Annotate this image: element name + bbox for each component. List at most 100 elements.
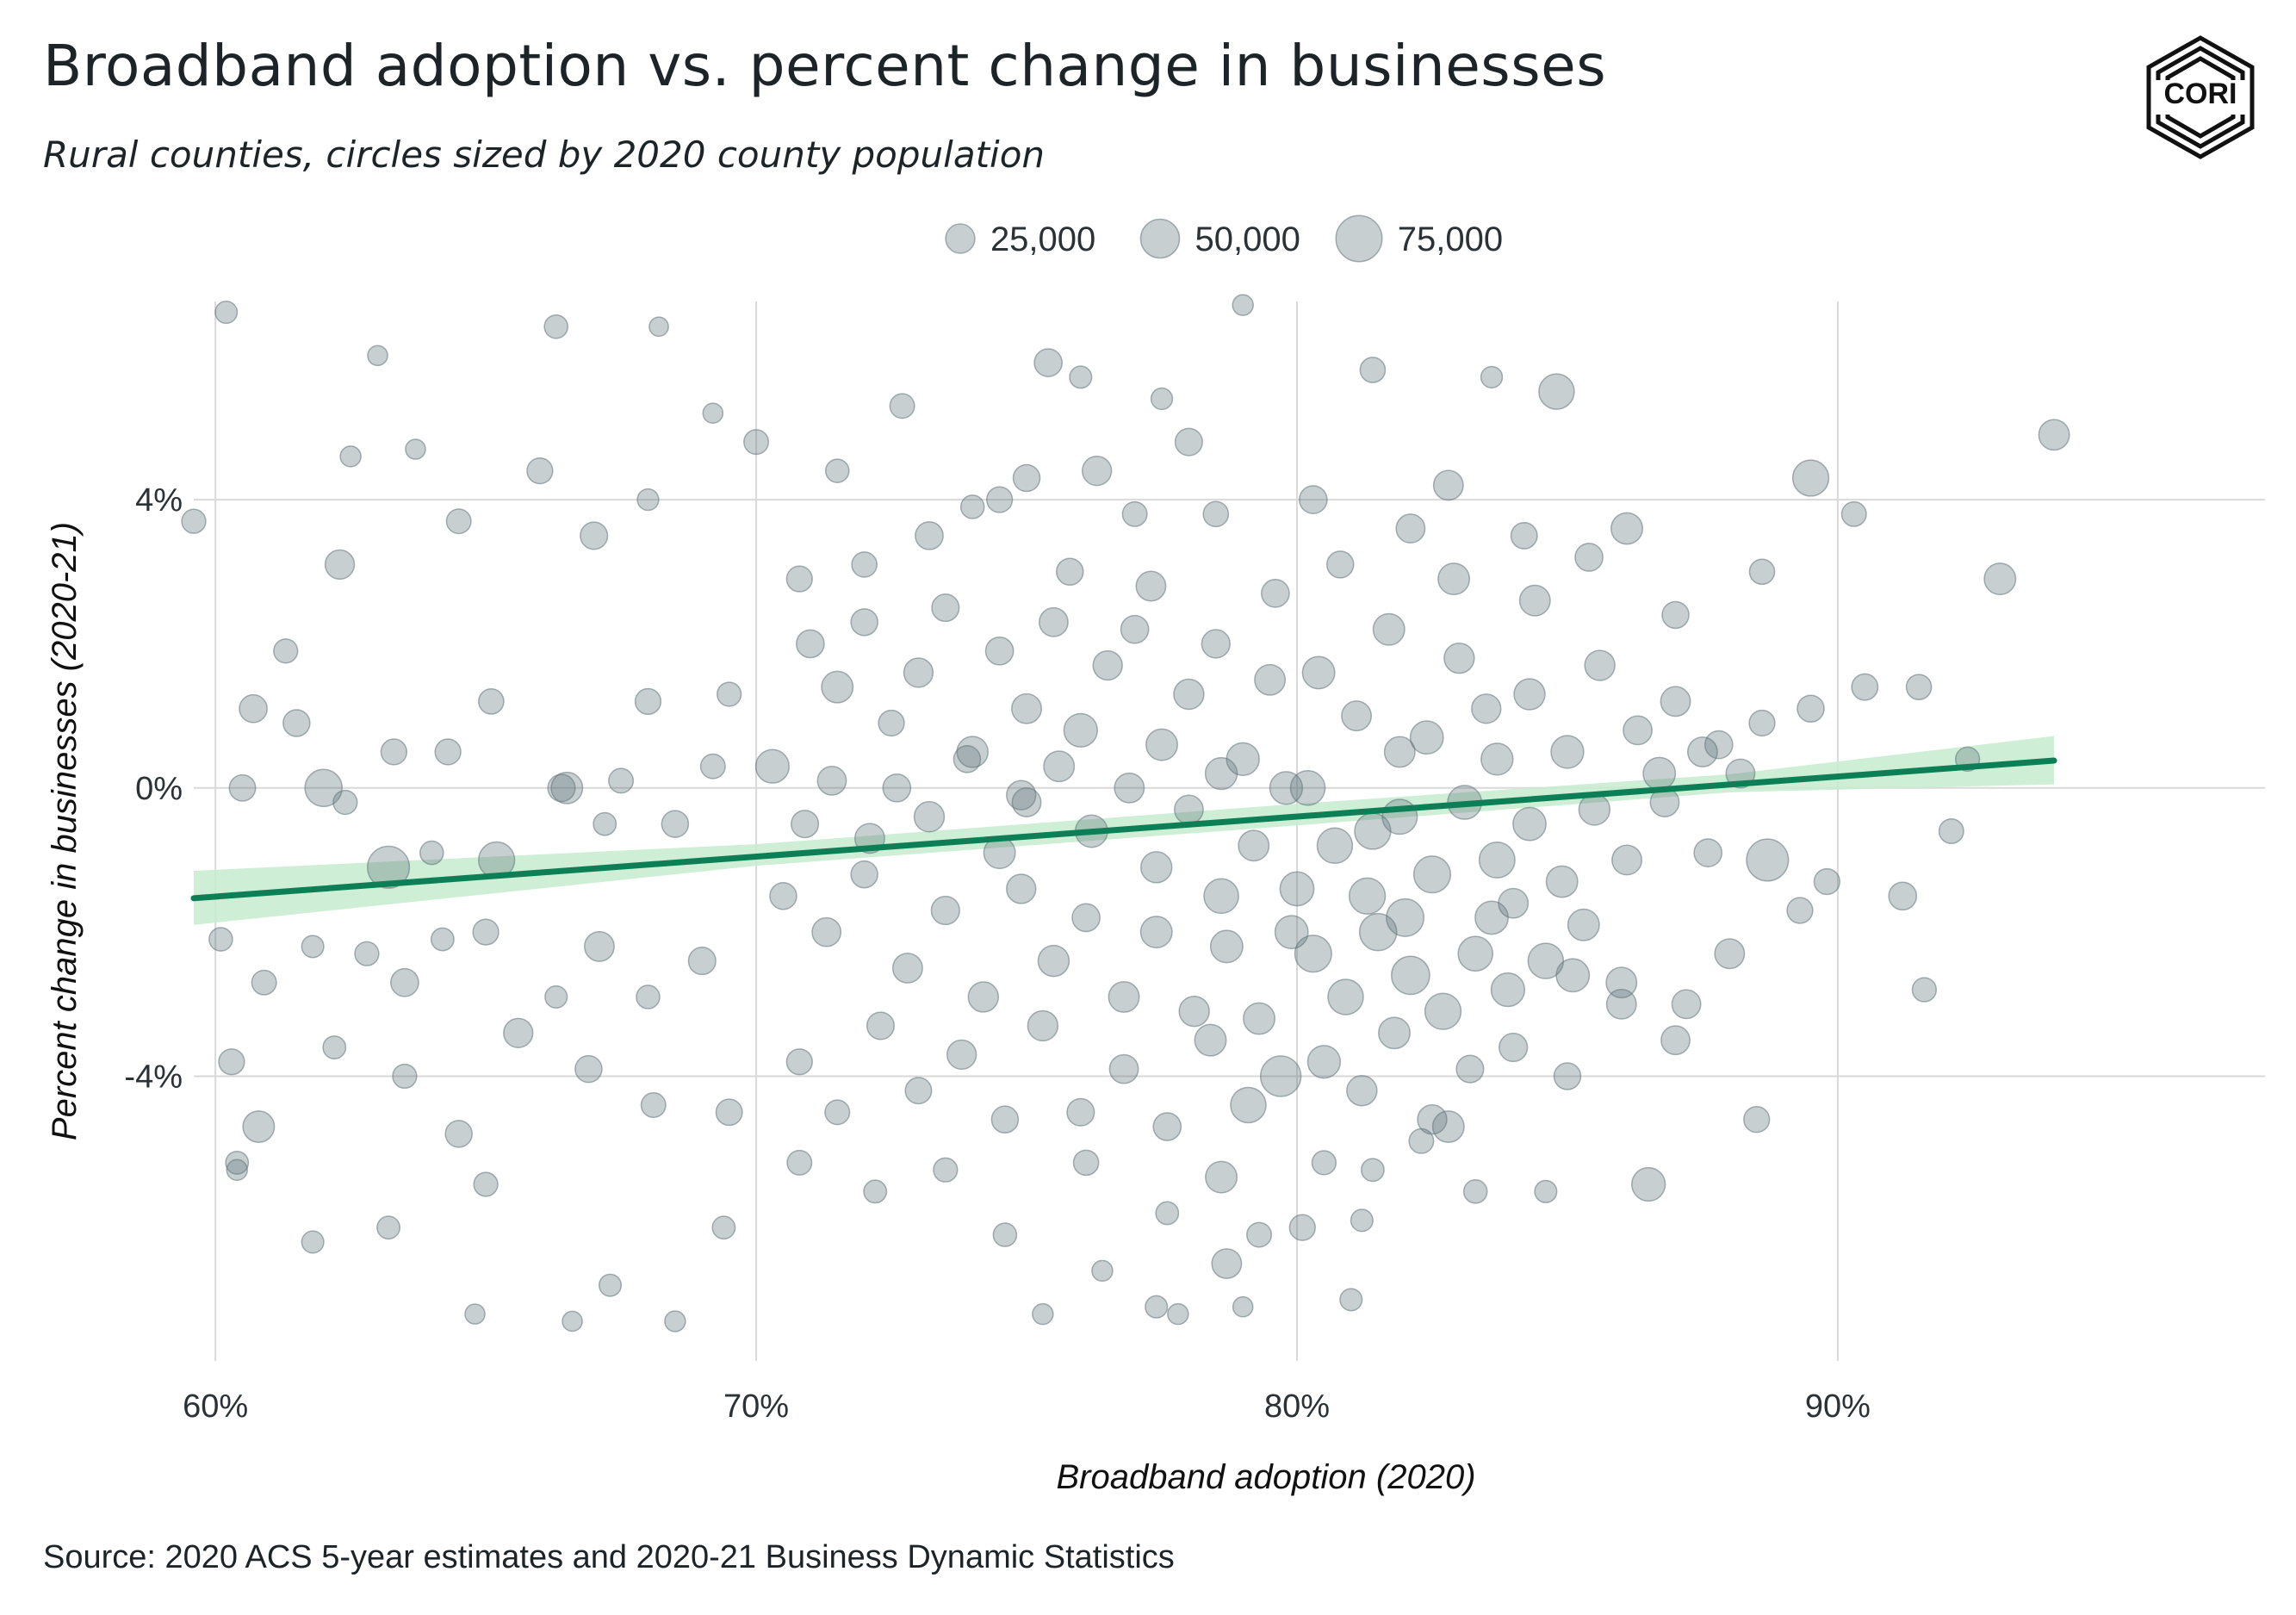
data-point: [1288, 1214, 1316, 1241]
data-point: [1066, 1097, 1095, 1127]
data-point: [445, 508, 472, 535]
data-point: [811, 916, 842, 947]
data-point: [1851, 673, 1879, 701]
data-point: [322, 1035, 347, 1059]
data-point: [1553, 1062, 1582, 1090]
data-point: [366, 845, 411, 889]
data-point: [1457, 935, 1494, 972]
data-point: [984, 636, 1015, 666]
data-point: [2038, 419, 2070, 451]
data-point: [1786, 897, 1814, 924]
data-point: [930, 895, 960, 926]
data-point: [769, 882, 797, 910]
data-point: [1306, 1045, 1342, 1079]
data-point: [282, 709, 311, 737]
y-axis-title: Percent change in businesses (2020-21): [46, 522, 84, 1140]
data-point: [640, 1091, 667, 1118]
data-point: [1746, 838, 1790, 882]
data-point: [1261, 579, 1290, 608]
data-point: [1605, 966, 1638, 999]
data-point: [1108, 1053, 1139, 1084]
y-tick-label: 0%: [135, 771, 183, 807]
data-point: [1341, 700, 1373, 732]
data-point: [1120, 614, 1150, 644]
data-point: [1071, 903, 1101, 933]
data-point: [332, 789, 358, 816]
data-point: [1294, 935, 1332, 973]
data-point: [1012, 463, 1041, 493]
data-point: [1395, 513, 1426, 544]
data-point: [1301, 655, 1336, 690]
data-point: [1232, 294, 1254, 316]
data-point: [946, 1039, 977, 1071]
data-point: [392, 1063, 418, 1090]
data-point: [711, 1215, 736, 1240]
data-point: [1671, 989, 1702, 1020]
legend-size-label: 75,000: [1398, 221, 1503, 258]
data-point: [1269, 771, 1304, 805]
x-tick-label: 70%: [723, 1388, 789, 1425]
data-point: [1201, 629, 1231, 659]
data-point: [967, 981, 1000, 1013]
data-point: [959, 494, 985, 519]
data-point: [1211, 1248, 1243, 1279]
data-point: [1518, 584, 1551, 617]
data-point: [1840, 500, 1867, 527]
data-point: [1139, 916, 1173, 949]
data-point: [931, 593, 960, 623]
data-point: [339, 445, 362, 468]
data-point: [786, 1149, 813, 1176]
data-point: [304, 768, 343, 808]
data-point: [583, 930, 615, 962]
data-point: [1527, 942, 1565, 979]
data-point: [464, 1303, 486, 1325]
legend-size-label: 50,000: [1195, 221, 1300, 258]
data-point: [1462, 1179, 1488, 1204]
data-point: [1238, 829, 1270, 862]
data-point: [1610, 512, 1644, 545]
data-point: [1471, 693, 1502, 724]
data-point: [636, 985, 661, 1009]
data-points: [181, 294, 2070, 1332]
legend-size-label: 25,000: [990, 221, 1095, 258]
data-point: [1174, 427, 1203, 457]
data-point: [1325, 550, 1355, 579]
data-point: [1033, 348, 1063, 377]
data-point: [1152, 1112, 1182, 1141]
chart-title: Broadband adoption vs. percent change in…: [43, 33, 1607, 99]
data-point: [1203, 878, 1239, 915]
data-point: [242, 1110, 276, 1144]
data-point: [608, 767, 635, 794]
data-point: [1538, 373, 1575, 410]
x-axis-title: Broadband adoption (2020): [1056, 1458, 1475, 1496]
data-point: [716, 681, 742, 707]
data-point: [225, 1150, 250, 1175]
data-point: [1121, 500, 1148, 527]
data-point: [1578, 793, 1611, 826]
data-point: [1346, 1075, 1378, 1107]
data-point: [1150, 387, 1174, 411]
data-point: [380, 738, 407, 766]
data-point: [1155, 1201, 1180, 1226]
data-point: [472, 918, 500, 946]
data-point: [1298, 485, 1328, 514]
data-point: [1348, 877, 1387, 915]
data-point: [1455, 1054, 1485, 1084]
data-point: [1660, 1025, 1691, 1056]
data-point: [1386, 898, 1425, 937]
data-point: [1204, 756, 1238, 791]
data-point: [1623, 715, 1654, 746]
data-point: [1545, 865, 1579, 898]
data-point: [444, 1120, 473, 1148]
data-point: [1072, 1149, 1100, 1177]
data-point: [850, 608, 878, 637]
data-point: [390, 967, 419, 997]
data-point: [795, 629, 825, 659]
data-point: [1032, 1302, 1054, 1326]
data-point: [1173, 794, 1204, 825]
data-point: [1037, 944, 1070, 978]
data-point: [1432, 469, 1464, 501]
data-point: [1748, 558, 1776, 586]
axes: 60% 70% 80% 90% 4% 0% -4%: [124, 482, 1871, 1425]
data-point: [1232, 1295, 1254, 1318]
